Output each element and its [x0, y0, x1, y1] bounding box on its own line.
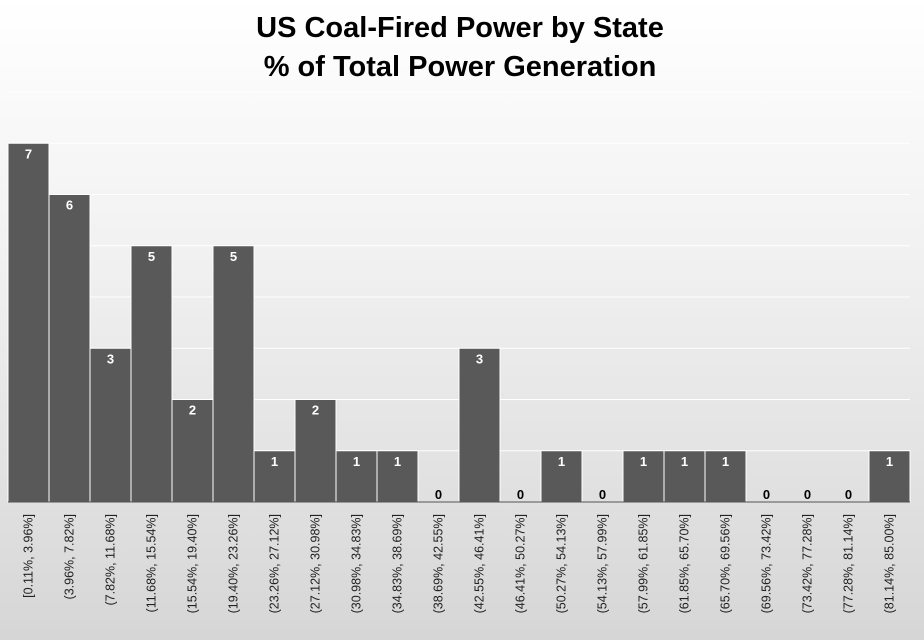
bar — [130, 245, 173, 503]
x-tick-label: (27.12%, 30.98%] — [309, 514, 323, 613]
chart-title-line-1: US Coal-Fired Power by State — [256, 12, 664, 44]
data-label: 5 — [230, 249, 237, 264]
data-label: 0 — [804, 487, 811, 502]
x-tick-label: (38.69%, 42.55%] — [432, 514, 446, 613]
data-label: 1 — [640, 454, 647, 469]
bar — [7, 142, 50, 503]
bar — [376, 450, 419, 503]
x-tick-label: (50.27%, 54.13%] — [555, 514, 569, 613]
x-tick-label: (19.40%, 23.26%] — [227, 514, 241, 613]
x-tick-label: (73.42%, 77.28%] — [801, 514, 815, 613]
bars — [7, 142, 911, 503]
x-tick-labels: [0.11%, 3.96%] (3.96%, 7.82%] (7.82%, 11.6… — [22, 514, 897, 613]
x-tick-label: (23.26%, 27.12%] — [268, 514, 282, 613]
data-label: 0 — [599, 487, 606, 502]
x-tick-label: (3.96%, 7.82%] — [63, 514, 77, 599]
x-tick-label: (15.54%, 19.40%] — [186, 514, 200, 613]
x-tick-label: (46.41%, 50.27%] — [514, 514, 528, 613]
data-label: 3 — [107, 351, 114, 366]
data-label: 1 — [558, 454, 565, 469]
bar — [458, 347, 501, 503]
bar — [89, 347, 132, 503]
data-label: 0 — [763, 487, 770, 502]
data-label: 7 — [25, 146, 32, 161]
data-label: 1 — [353, 454, 360, 469]
x-tick-label: (42.55%, 46.41%] — [473, 514, 487, 613]
data-label: 1 — [722, 454, 729, 469]
data-label: 6 — [66, 198, 73, 213]
x-tick-label: (57.99%, 61.85%] — [637, 514, 651, 613]
data-label: 2 — [312, 403, 319, 418]
bar — [622, 450, 665, 503]
data-label: 3 — [476, 351, 483, 366]
x-tick-label: (7.82%, 11.68%] — [104, 514, 118, 606]
x-tick-label: (11.68%, 15.54%] — [145, 514, 159, 612]
x-tick-label: (34.83%, 38.69%] — [391, 514, 405, 613]
bar — [663, 450, 706, 503]
data-label: 1 — [886, 454, 893, 469]
x-tick-label: (69.56%, 73.42%] — [760, 514, 774, 613]
chart-title-line-2: % of Total Power Generation — [264, 51, 657, 83]
bar — [171, 399, 214, 503]
x-tick-label: (30.98%, 34.83%] — [350, 514, 364, 613]
data-label: 1 — [271, 454, 278, 469]
x-tick-label: [0.11%, 3.96%] — [22, 514, 36, 598]
bar — [212, 245, 255, 503]
x-tick-label: (65.70%, 69.56%] — [719, 514, 733, 613]
data-label: 5 — [148, 249, 155, 264]
bar — [540, 450, 583, 503]
data-label: 0 — [435, 487, 442, 502]
bar — [48, 194, 91, 503]
data-label: 1 — [681, 454, 688, 469]
x-tick-label: (54.13%, 57.99%] — [596, 514, 610, 613]
bar — [868, 450, 911, 503]
data-label: 0 — [517, 487, 524, 502]
data-label: 0 — [845, 487, 852, 502]
data-label: 2 — [189, 403, 196, 418]
x-tick-label: (77.28%, 81.14%] — [842, 514, 856, 613]
x-tick-label: (81.14%, 85.00%] — [883, 514, 897, 613]
data-labels: 7 6 3 5 2 5 1 2 1 1 0 3 0 1 0 1 1 1 0 0 0 1 — [25, 146, 893, 502]
x-tick-label: (61.85%, 65.70%] — [678, 514, 692, 613]
data-label: 1 — [394, 454, 401, 469]
